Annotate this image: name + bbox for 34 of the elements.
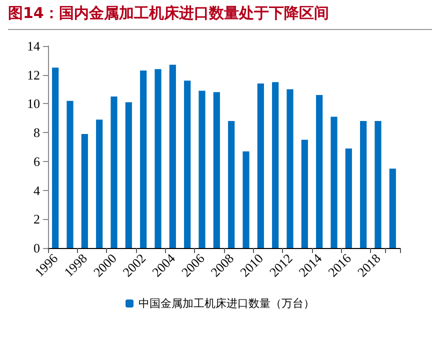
bar xyxy=(66,100,74,248)
bar xyxy=(154,69,162,248)
bar xyxy=(257,84,264,248)
legend-label: 中国金属加工机床进口数量（万台） xyxy=(138,297,314,310)
bar xyxy=(140,70,147,248)
bar xyxy=(330,116,338,248)
bar xyxy=(272,82,279,248)
y-tick-label: 14 xyxy=(27,38,40,54)
bar xyxy=(286,89,294,248)
y-tick-label: 8 xyxy=(34,125,40,140)
y-tick-label: 6 xyxy=(34,154,40,169)
y-tick-label: 12 xyxy=(27,67,40,82)
bar xyxy=(169,64,176,248)
bar xyxy=(110,96,118,248)
bar xyxy=(81,134,88,248)
y-tick-label: 10 xyxy=(27,96,40,112)
bar xyxy=(125,102,132,248)
bar xyxy=(198,90,206,248)
bar xyxy=(242,151,250,248)
chart-title: 图14：国内金属加工机床进口数量处于下降区间 xyxy=(8,4,432,30)
y-tick-label: 4 xyxy=(34,182,40,198)
bar xyxy=(316,95,323,248)
bar xyxy=(228,121,235,248)
bar xyxy=(96,120,103,248)
bar xyxy=(345,148,352,248)
y-tick-label: 0 xyxy=(34,240,40,256)
bar xyxy=(360,121,367,248)
bar xyxy=(301,140,308,248)
y-tick-label: 2 xyxy=(34,212,40,227)
bar xyxy=(374,121,382,248)
bar xyxy=(213,92,220,248)
bar xyxy=(184,80,191,248)
bar xyxy=(389,168,396,248)
bar xyxy=(52,68,59,248)
